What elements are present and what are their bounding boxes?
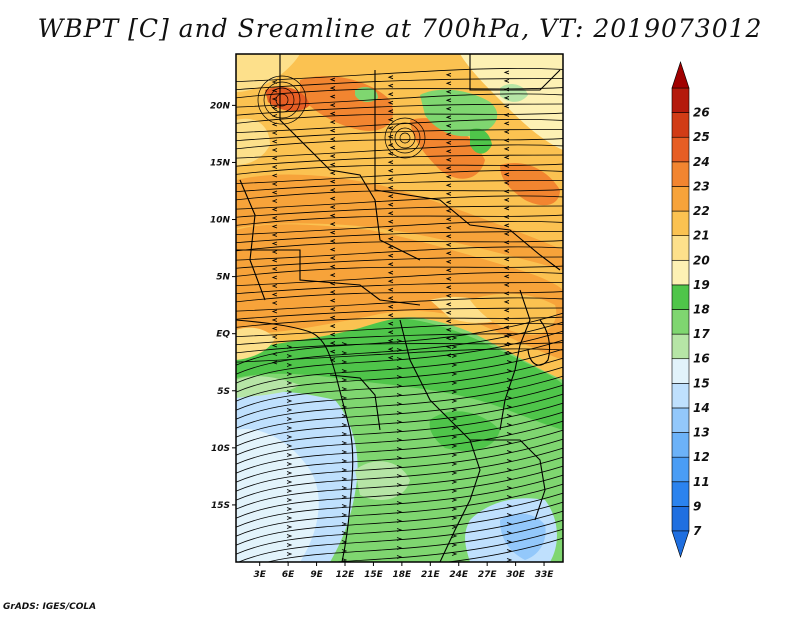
legend-swatch bbox=[671, 284, 690, 310]
legend-label: 21 bbox=[693, 229, 710, 243]
legend-label: 17 bbox=[693, 327, 710, 341]
lon-tick-label: 33E bbox=[535, 570, 555, 580]
legend-label: 19 bbox=[693, 278, 710, 292]
lat-tick-label: 15N bbox=[210, 158, 231, 168]
legend-label: 24 bbox=[693, 155, 710, 169]
streamlines bbox=[236, 67, 563, 562]
legend-label: 12 bbox=[693, 450, 710, 464]
lon-tick-label: 3E bbox=[253, 570, 266, 580]
legend-arrow-low bbox=[671, 530, 690, 558]
legend-swatch bbox=[671, 333, 690, 360]
map-title: WBPT [C] and Sreamline at 700hPa, VT: 20… bbox=[37, 14, 763, 43]
legend-swatch bbox=[671, 161, 690, 187]
legend-label: 16 bbox=[693, 352, 710, 366]
lat-tick-label: 5S bbox=[217, 387, 230, 397]
lon-tick-label: 9E bbox=[310, 570, 323, 580]
legend-label: 18 bbox=[693, 303, 710, 317]
legend-label: 15 bbox=[693, 376, 710, 390]
lat-tick-label: 15S bbox=[211, 501, 230, 511]
plot-frame bbox=[235, 53, 564, 563]
legend-swatch bbox=[671, 186, 690, 212]
legend-label: 26 bbox=[693, 106, 710, 120]
lon-tick-label: 18E bbox=[393, 570, 413, 580]
legend-swatch bbox=[671, 309, 690, 335]
legend-swatch bbox=[671, 112, 690, 138]
legend-swatch bbox=[671, 358, 690, 384]
color-legend: 7 9 11 12 13 14 15 16 17 18 19 20 21 22 23 24 25 26 bbox=[671, 61, 710, 558]
lat-tick-label: 20N bbox=[210, 101, 231, 111]
legend-swatch bbox=[671, 210, 690, 236]
legend-label: 11 bbox=[693, 475, 710, 489]
longitude-axis: 3E 6E 9E 12E 15E 18E 21E 24E 27E 30E 33E bbox=[253, 562, 554, 580]
legend-swatch bbox=[671, 383, 690, 409]
legend-label: 22 bbox=[693, 204, 710, 218]
legend-label: 14 bbox=[693, 401, 710, 415]
legend-swatch bbox=[671, 481, 690, 507]
legend-swatch bbox=[671, 407, 690, 433]
legend-swatch bbox=[671, 456, 690, 483]
legend-swatch bbox=[671, 432, 690, 458]
lon-tick-label: 21E bbox=[421, 570, 441, 580]
legend-label: 7 bbox=[693, 524, 702, 538]
lat-tick-label: 10S bbox=[211, 444, 230, 454]
lon-tick-label: 15E bbox=[364, 570, 384, 580]
legend-label: 25 bbox=[693, 130, 710, 144]
lat-tick-label: EQ bbox=[216, 330, 230, 340]
lat-tick-label: 10N bbox=[210, 216, 231, 226]
legend-label: 9 bbox=[693, 499, 701, 513]
lat-tick-label: 5N bbox=[216, 273, 230, 283]
lon-tick-label: 27E bbox=[478, 570, 498, 580]
legend-swatch bbox=[671, 506, 690, 532]
legend-swatch bbox=[671, 235, 690, 261]
legend-swatch bbox=[671, 136, 690, 163]
legend-swatch bbox=[671, 87, 690, 113]
lon-tick-label: 30E bbox=[506, 570, 526, 580]
country-borders bbox=[236, 54, 561, 562]
footer-credit: GrADS: IGES/COLA bbox=[3, 602, 97, 612]
legend-label: 13 bbox=[693, 426, 710, 440]
legend-swatch bbox=[671, 259, 690, 286]
lon-tick-label: 12E bbox=[336, 570, 356, 580]
legend-label: 20 bbox=[693, 253, 710, 267]
legend-label: 23 bbox=[693, 179, 710, 193]
lon-tick-label: 6E bbox=[282, 570, 295, 580]
lon-tick-label: 24E bbox=[449, 570, 469, 580]
legend-arrow-high bbox=[671, 61, 690, 89]
latitude-axis: 20N 15N 10N 5N EQ 5S 10S 15S bbox=[210, 101, 236, 511]
